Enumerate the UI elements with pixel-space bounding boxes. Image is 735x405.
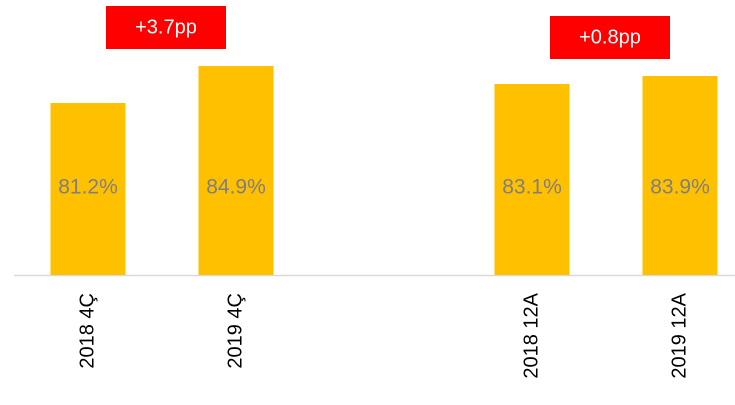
annotation: +3.7pp [135,16,197,38]
value-label: 81.2% [58,176,118,199]
x-tick-label: 2019 4Ç [224,293,246,369]
x-tick-label: 2018 4Ç [76,293,98,369]
bar [50,103,126,275]
annotation: +0.8pp [579,26,641,48]
x-tick-label: 2018 12A [520,292,542,378]
annotation-box [550,16,670,59]
value-label: 84.9% [206,176,266,199]
bar [198,66,274,275]
bar [642,76,718,275]
annotation-box [106,6,226,49]
x-tick-label: 2019 12A [668,292,690,378]
value-label: 83.9% [650,176,710,199]
bar [494,84,570,275]
value-label: 83.1% [502,176,562,199]
